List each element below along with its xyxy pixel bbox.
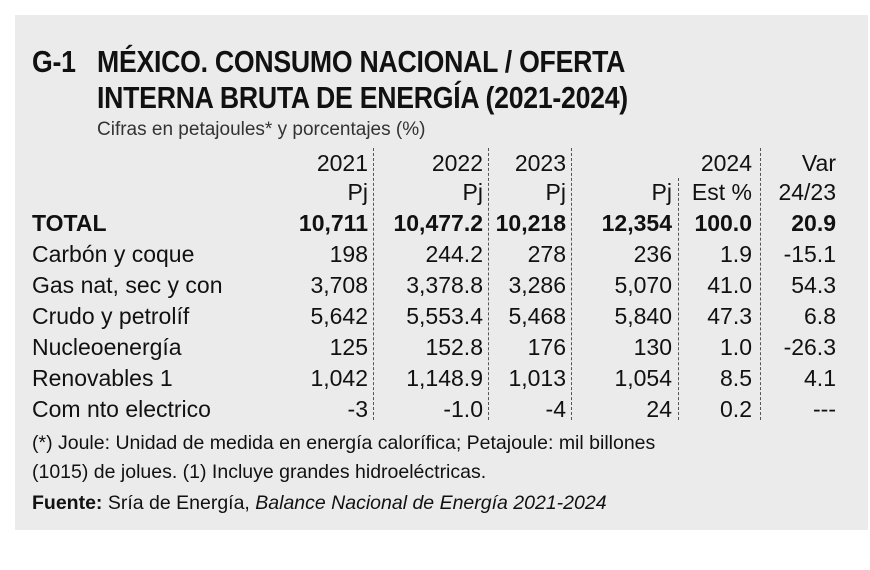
year-header: 2023 [514, 150, 566, 176]
cell-value: 5,070 [614, 272, 672, 298]
cell-value: 47.3 [707, 303, 752, 329]
cell-value: 278 [527, 241, 566, 267]
row-label: Crudo y petrolíf [32, 303, 190, 329]
cell-value: 12,354 [601, 210, 672, 236]
separator [373, 148, 374, 420]
cell-value: 5,468 [508, 303, 566, 329]
cell-value: 176 [527, 334, 566, 360]
separator [760, 148, 761, 420]
source-text: Sría de Energía, [107, 492, 250, 514]
separator [488, 148, 489, 420]
panel [15, 15, 868, 530]
cell-value: 236 [633, 241, 672, 267]
title-line: INTERNA BRUTA DE ENERGÍA (2021-2024) [97, 80, 628, 115]
cell-value: 3,286 [508, 272, 566, 298]
cell-value: 3,378.8 [406, 272, 483, 298]
unit-header: 24/23 [778, 179, 836, 205]
chart-code: G-1 [32, 44, 76, 79]
separator [571, 148, 572, 420]
cell-value: 100.0 [694, 210, 752, 236]
unit-header: Pj [462, 179, 483, 205]
cell-value: 0.2 [720, 396, 752, 422]
row-label: Nucleoenergía [32, 334, 182, 360]
cell-value: 1,013 [508, 365, 566, 391]
separator [678, 178, 679, 420]
cell-value: -3 [347, 396, 368, 422]
unit-header: Pj [651, 179, 672, 205]
cell-value: 152.8 [425, 334, 483, 360]
unit-header: Est % [691, 179, 752, 205]
row-label: Com nto electrico [32, 396, 211, 422]
unit-header: Pj [545, 179, 566, 205]
source: Fuente: Sría de Energía, Balance Naciona… [32, 492, 607, 515]
cell-value: 4.1 [804, 365, 836, 391]
cell-value: 244.2 [425, 241, 483, 267]
cell-value: 41.0 [707, 272, 752, 298]
row-label: Renovables 1 [32, 365, 173, 391]
row-label: TOTAL [32, 210, 107, 236]
year-header: 2024 [700, 150, 752, 176]
cell-value: 5,553.4 [406, 303, 483, 329]
cell-value: 1.0 [720, 334, 752, 360]
cell-value: 5,840 [614, 303, 672, 329]
row-label: Gas nat, sec y con [32, 272, 223, 298]
cell-value: 125 [329, 334, 368, 360]
note: (1015) de jolues. (1) Incluye grandes hi… [32, 461, 487, 483]
cell-value: 54.3 [791, 272, 836, 298]
cell-value: 24 [646, 396, 672, 422]
year-header: 2021 [316, 150, 368, 176]
cell-value: 1,042 [310, 365, 368, 391]
source-label: Fuente: [32, 492, 103, 514]
cell-value: -15.1 [783, 241, 836, 267]
cell-value: 8.5 [720, 365, 752, 391]
cell-value: 198 [329, 241, 368, 267]
note: (*) Joule: Unidad de medida en energía c… [32, 432, 656, 454]
cell-value: 1.9 [720, 241, 752, 267]
row-label: Carbón y coque [32, 241, 195, 267]
cell-value: 3,708 [310, 272, 368, 298]
cell-value: 10,477.2 [393, 210, 483, 236]
unit-header: Pj [347, 179, 368, 205]
title-line: MÉXICO. CONSUMO NACIONAL / OFERTA [97, 44, 626, 79]
cell-value: 20.9 [791, 210, 836, 236]
subtitle: Cifras en petajoules* y porcentajes (%) [97, 119, 426, 140]
cell-value: -26.3 [783, 334, 836, 360]
cell-value: 10,711 [298, 210, 368, 236]
cell-value: 10,218 [495, 210, 566, 236]
year-header: 2022 [431, 150, 483, 176]
cell-value: 1,054 [614, 365, 672, 391]
cell-value: 6.8 [804, 303, 836, 329]
cell-value: -4 [545, 396, 566, 422]
cell-value: 1,148.9 [406, 365, 483, 391]
year-header: Var [801, 150, 836, 176]
cell-value: -1.0 [443, 396, 483, 422]
source-publication: Balance Nacional de Energía 2021-2024 [255, 492, 607, 514]
cell-value: 5,642 [310, 303, 368, 329]
cell-value: --- [813, 396, 836, 422]
cell-value: 130 [633, 334, 672, 360]
